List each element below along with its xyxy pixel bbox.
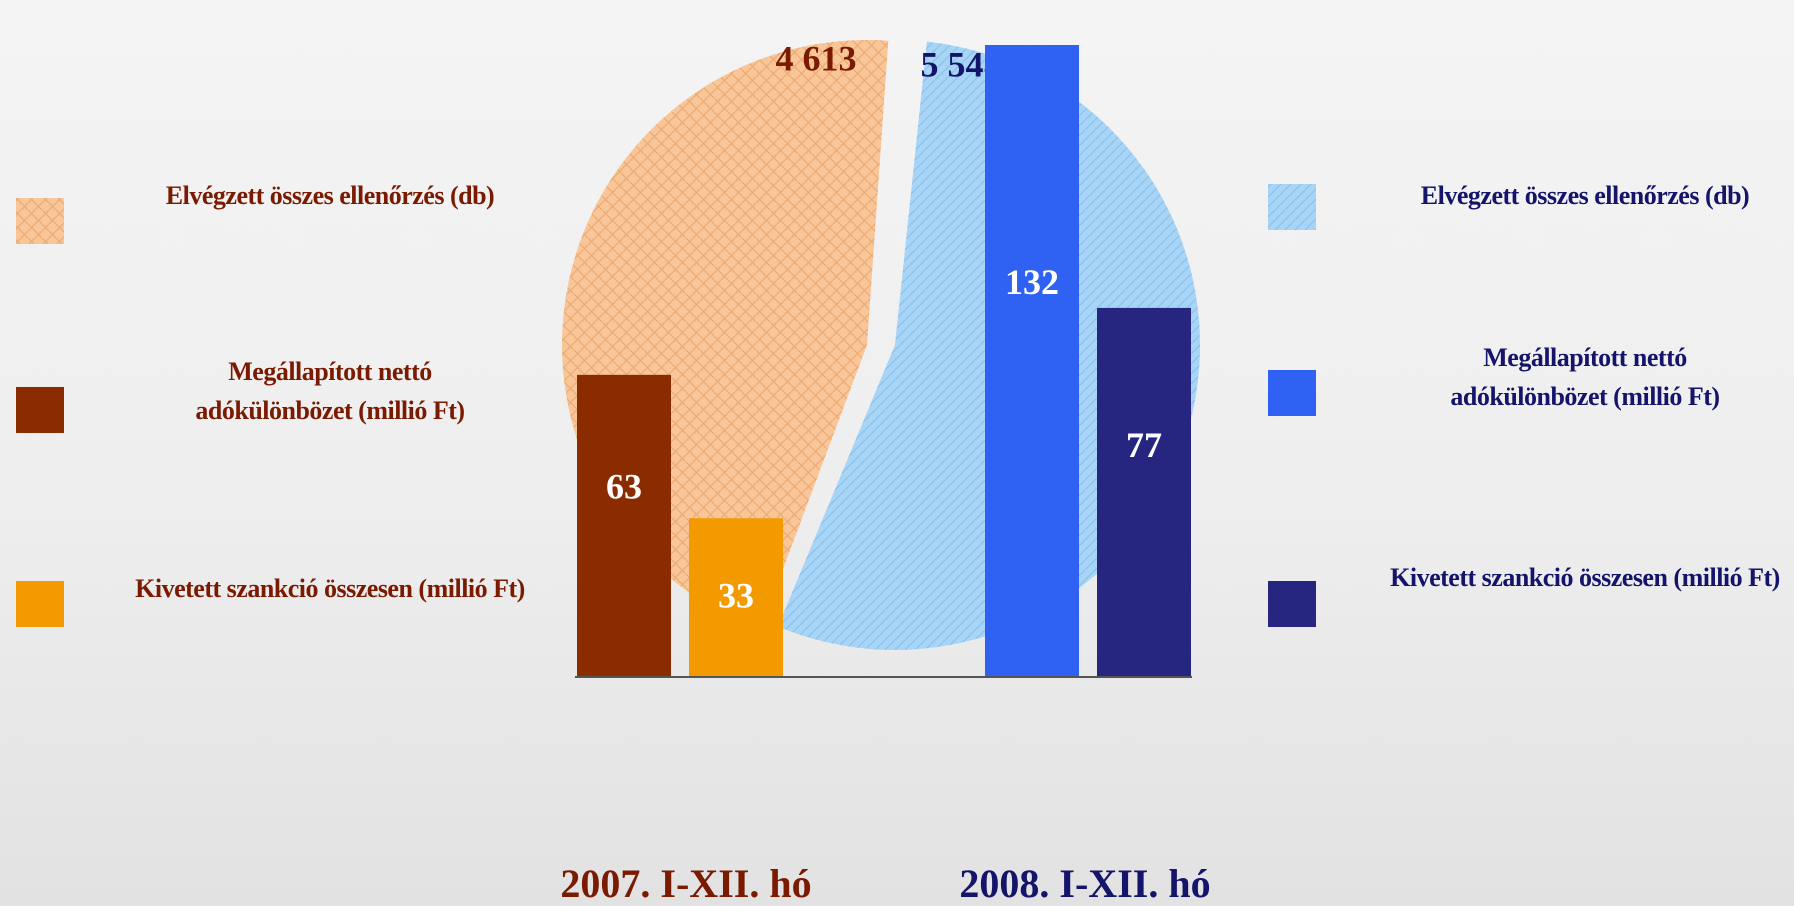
bar: [1098, 309, 1190, 677]
bar-value-label: 132: [1005, 262, 1059, 302]
legend-label: Megállapított nettó adókülönbözet (milli…: [1430, 338, 1740, 416]
bar-value-label: 33: [718, 575, 754, 615]
legend-swatch: [1268, 370, 1316, 416]
pie-value-label: 4 613: [776, 38, 857, 78]
category-label: 2007. I-XII. hó: [560, 861, 811, 906]
legend-label: Elvégzett összes ellenőrzés (db): [160, 176, 500, 215]
bar: [986, 46, 1078, 677]
legend-label: Kivetett szankció összesen (millió Ft): [130, 569, 530, 608]
legend-label: Megállapított nettó adókülönbözet (milli…: [170, 352, 490, 430]
legend-label: Elvégzett összes ellenőrzés (db): [1375, 176, 1794, 215]
legend-swatch: [16, 387, 64, 433]
legend-label: Kivetett szankció összesen (millió Ft): [1390, 558, 1780, 597]
legend-swatch: [16, 198, 64, 244]
legend-swatch: [1268, 184, 1316, 230]
bar-value-label: 77: [1126, 425, 1162, 465]
bar: [578, 376, 670, 677]
chart: 4 6135 54863332007. I-XII. hó132772008. …: [0, 0, 1794, 906]
category-label: 2008. I-XII. hó: [959, 861, 1210, 906]
legend-swatch: [16, 581, 64, 627]
page: {"chart_data": [ {"type": "pie", "values…: [0, 0, 1794, 906]
legend-swatch: [1268, 581, 1316, 627]
bar-value-label: 63: [606, 467, 642, 507]
